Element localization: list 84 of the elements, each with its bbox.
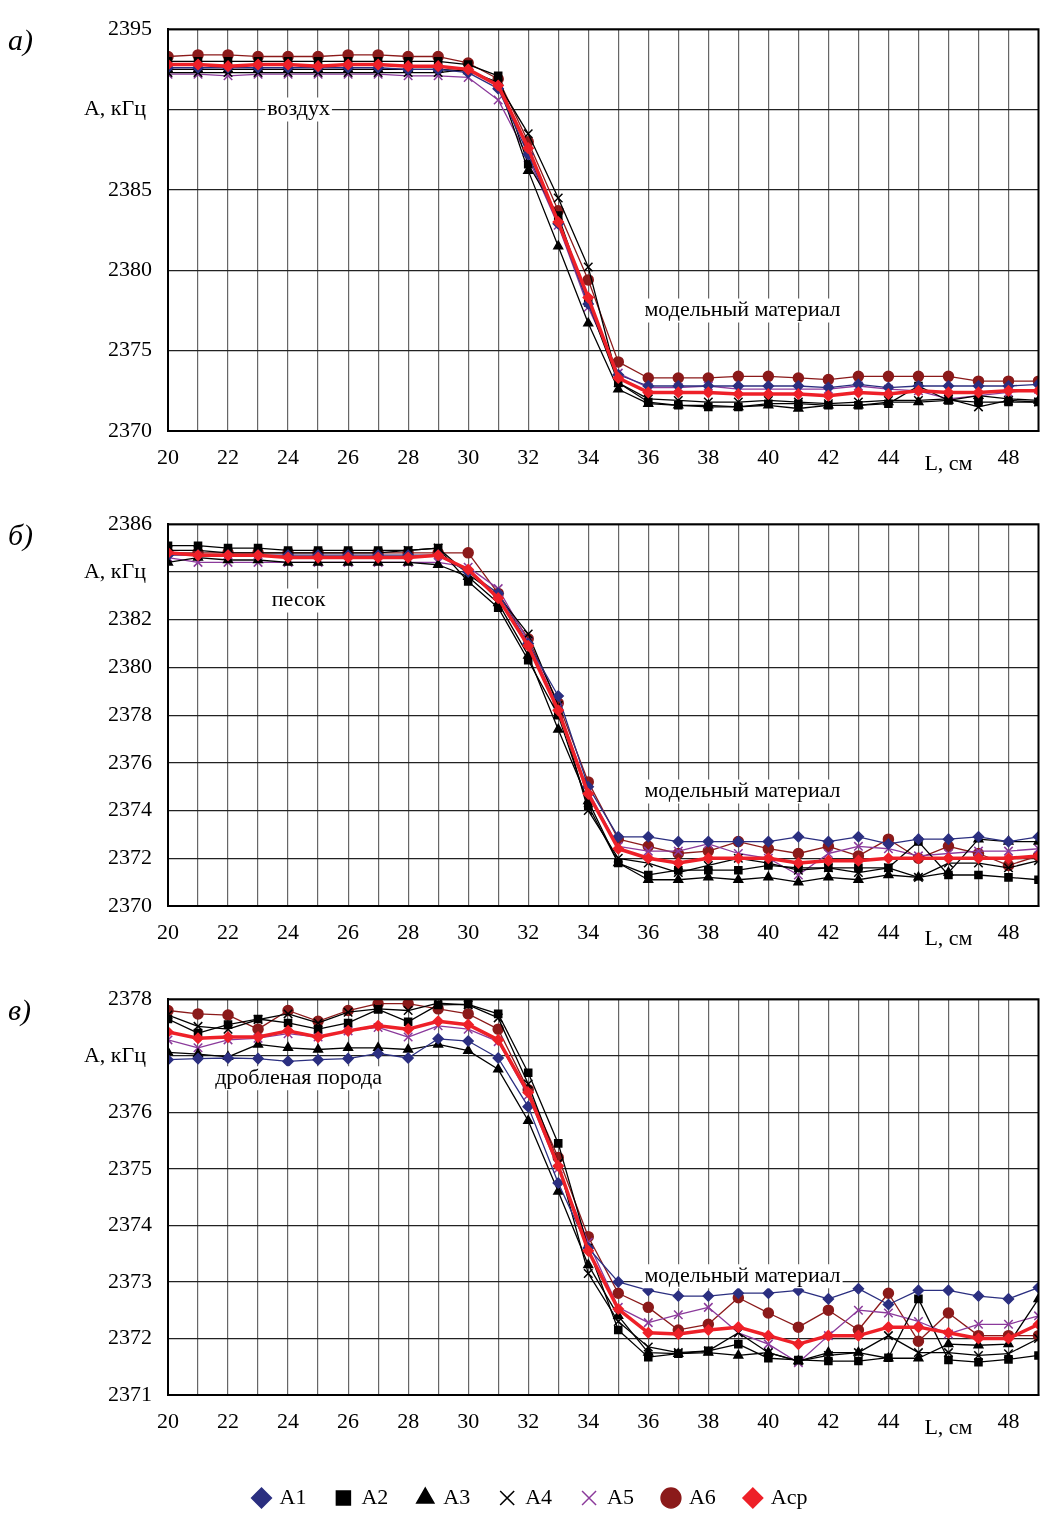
y-tick-label: 2375: [108, 336, 152, 362]
x-tick-label: 24: [277, 1407, 300, 1433]
x-tick-label: 40: [757, 443, 780, 469]
legend-label: A3: [443, 1483, 471, 1509]
legend-label: A1: [279, 1483, 307, 1509]
chart-title: б): [8, 518, 34, 553]
x-tick-label: 28: [397, 443, 420, 469]
x-tick-label: 32: [517, 1407, 540, 1433]
y-tick-label: 2395: [108, 14, 152, 40]
x-tick-label: 28: [397, 918, 420, 944]
x-tick-label: 24: [277, 918, 300, 944]
legend-label: A2: [361, 1483, 389, 1509]
y-axis-title: A, кГц: [83, 557, 147, 583]
y-tick-label: 2386: [108, 509, 152, 535]
annotation: песок: [271, 586, 326, 612]
x-tick-label: 26: [337, 1407, 360, 1433]
y-tick-label: 2375: [108, 1154, 152, 1180]
legend-label: A5: [607, 1483, 634, 1509]
x-tick-label: 32: [517, 443, 540, 469]
annotation: воздух: [267, 95, 330, 121]
y-tick-label: 2380: [108, 653, 152, 679]
chart-title: в): [8, 993, 32, 1028]
y-tick-label: 2376: [108, 748, 152, 774]
y-tick-label: 2373: [108, 1267, 152, 1293]
y-tick-label: 2372: [108, 844, 152, 870]
y-tick-label: 2382: [108, 605, 152, 631]
x-tick-label: 28: [397, 1407, 420, 1433]
x-tick-label: 24: [277, 443, 300, 469]
y-tick-label: 2378: [108, 984, 152, 1010]
x-axis-title: L, см: [924, 449, 973, 475]
x-tick-label: 34: [577, 1407, 600, 1433]
x-tick-label: 36: [637, 1407, 660, 1433]
x-tick-label: 38: [697, 443, 720, 469]
x-tick-label: 20: [157, 1407, 179, 1433]
y-tick-label: 2370: [108, 416, 152, 442]
legend-label: Acp: [770, 1483, 808, 1509]
y-axis-title: A, кГц: [83, 95, 147, 121]
x-tick-label: 22: [217, 918, 240, 944]
x-tick-label: 22: [217, 1407, 240, 1433]
chart-title: а): [8, 23, 33, 58]
x-tick-label: 30: [457, 918, 480, 944]
y-tick-label: 2374: [108, 796, 152, 822]
y-tick-label: 2376: [108, 1098, 152, 1124]
y-tick-label: 2372: [108, 1324, 152, 1350]
y-tick-label: 2378: [108, 700, 152, 726]
annotation: модельный материал: [644, 777, 841, 803]
x-axis-title: L, см: [924, 924, 973, 950]
x-tick-label: 22: [217, 443, 240, 469]
x-tick-label: 42: [817, 1407, 840, 1433]
x-tick-label: 44: [877, 918, 900, 944]
y-tick-label: 2370: [108, 891, 152, 917]
x-tick-label: 34: [577, 918, 600, 944]
x-tick-label: 36: [637, 443, 660, 469]
x-tick-label: 38: [697, 1407, 720, 1433]
x-tick-label: 20: [157, 918, 179, 944]
legend-label: A4: [525, 1483, 553, 1509]
annotation: дробленая порода: [215, 1064, 383, 1090]
x-tick-label: 42: [817, 918, 840, 944]
y-tick-label: 2380: [108, 256, 152, 282]
x-tick-label: 20: [157, 443, 179, 469]
y-tick-label: 2371: [108, 1380, 152, 1406]
x-tick-label: 48: [997, 918, 1020, 944]
x-tick-label: 48: [997, 443, 1020, 469]
x-tick-label: 44: [877, 443, 900, 469]
x-tick-label: 30: [457, 1407, 480, 1433]
x-axis-title: L, см: [924, 1413, 973, 1439]
annotation: модельный материал: [644, 296, 841, 322]
x-tick-label: 48: [997, 1407, 1020, 1433]
x-tick-label: 40: [757, 918, 780, 944]
x-tick-label: 26: [337, 918, 360, 944]
y-axis-title: A, кГц: [83, 1041, 147, 1067]
y-tick-label: 2374: [108, 1211, 152, 1237]
x-tick-label: 30: [457, 443, 480, 469]
legend-label: A6: [688, 1483, 716, 1509]
x-tick-label: 36: [637, 918, 660, 944]
x-tick-label: 38: [697, 918, 720, 944]
y-tick-label: 2385: [108, 175, 152, 201]
x-tick-label: 44: [877, 1407, 900, 1433]
x-tick-label: 32: [517, 918, 540, 944]
x-tick-label: 34: [577, 443, 600, 469]
x-tick-label: 26: [337, 443, 360, 469]
annotation: модельный материал: [644, 1262, 841, 1288]
x-tick-label: 40: [757, 1407, 780, 1433]
x-tick-label: 42: [817, 443, 840, 469]
